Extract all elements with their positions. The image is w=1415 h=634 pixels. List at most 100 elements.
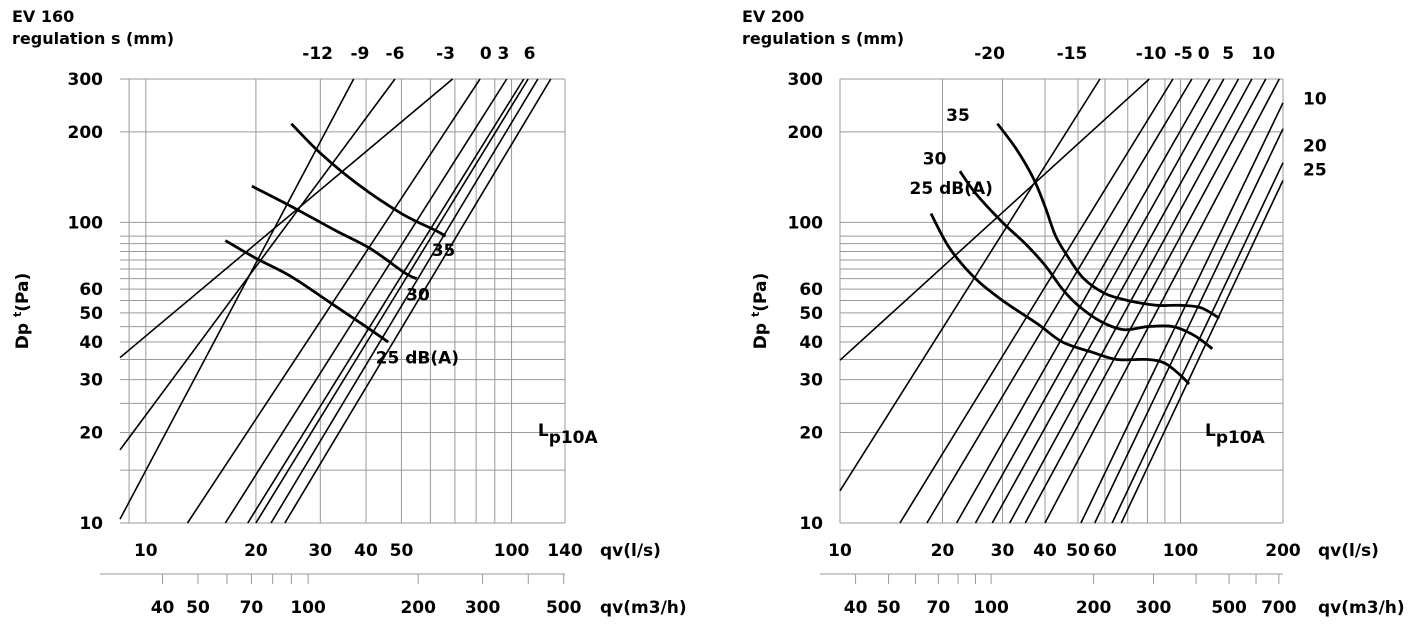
x2-tick-label: 300	[465, 598, 501, 618]
noise-curve-label: 25 dB(A)	[910, 179, 993, 199]
x2-tick-label: 200	[400, 598, 436, 618]
y-tick-label: 100	[788, 213, 824, 233]
y-axis-label-tail: (Pa)	[751, 273, 771, 312]
y-tick-label: 300	[68, 70, 104, 90]
regulation-label: -20	[974, 44, 1005, 64]
regulation-line	[1111, 162, 1284, 524]
secondary-axis: 40 50 70 100 200 300 500	[100, 573, 582, 618]
regulation-label: 6	[524, 44, 536, 64]
noise-curve	[224, 239, 390, 344]
y-tick-label: 60	[79, 280, 103, 300]
regulation-line	[224, 78, 508, 524]
x-tick-label: 60	[1093, 541, 1117, 561]
y-tick-label: 10	[79, 514, 103, 534]
y-tick-label: 30	[79, 371, 103, 391]
regulation-line	[955, 78, 1211, 524]
x2-axis-label: qv(m3/h)	[1318, 598, 1405, 618]
regulation-lines	[839, 78, 1284, 524]
x-axis-label: qv(l/s)	[600, 541, 661, 561]
noise-curves	[224, 122, 447, 344]
regulation-label: -3	[436, 44, 455, 64]
x-axis-label: qv(l/s)	[1318, 541, 1379, 561]
regulation-label: 10	[1251, 44, 1275, 64]
y-tick-label: 40	[79, 333, 103, 353]
y-axis-label-main: Dp	[13, 317, 33, 349]
x2-tick-label: 700	[1261, 598, 1297, 618]
x-tick-label: 30	[308, 541, 332, 561]
x-tick-label: 20	[244, 541, 268, 561]
chart-title: EV 200	[742, 7, 804, 26]
noise-curve-label: 35	[946, 106, 970, 126]
noise-curve-label: 35	[432, 241, 456, 261]
x-tick-label: 40	[354, 541, 378, 561]
regulation-line	[255, 78, 529, 524]
y-axis-label-sup: t	[11, 312, 24, 317]
x2-tick-label: 70	[926, 598, 950, 618]
x2-tick-label: 40	[844, 598, 868, 618]
y-axis-label-sup: t	[749, 312, 762, 317]
x2-tick-label: 100	[290, 598, 326, 618]
regulation-line	[974, 78, 1225, 524]
regulation-line	[1080, 102, 1284, 524]
regulation-label: -9	[350, 44, 369, 64]
regulation-label: 3	[497, 44, 509, 64]
regulation-line	[1044, 78, 1280, 524]
noise-curves	[929, 122, 1221, 385]
noise-curve-label: 30	[406, 286, 430, 306]
regulation-label: -12	[302, 44, 333, 64]
x-tick-label: 100	[494, 541, 530, 561]
y-tick-label: 300	[788, 70, 824, 90]
y-axis-label-main: Dp	[751, 317, 771, 349]
chart-title: EV 160	[12, 7, 74, 26]
x2-tick-label: 70	[240, 598, 264, 618]
regulation-line	[119, 78, 396, 451]
regulation-line	[991, 78, 1240, 524]
y-tick-label: 50	[799, 304, 823, 324]
regulation-line	[119, 78, 454, 359]
regulation-line	[1120, 180, 1284, 524]
y-axis-label-tail: (Pa)	[13, 273, 33, 312]
noise-curve	[929, 212, 1191, 385]
regulation-label: 0	[480, 44, 492, 64]
y-tick-label: 100	[68, 213, 104, 233]
x-tick-label: 140	[547, 541, 583, 561]
x-tick-label: 10	[134, 541, 158, 561]
chart-subtitle: regulation s (mm)	[742, 29, 904, 48]
y-tick-label: 50	[79, 304, 103, 324]
x2-tick-label: 500	[1211, 598, 1247, 618]
x2-tick-label: 200	[1076, 598, 1112, 618]
chart-subtitle: regulation s (mm)	[12, 29, 174, 48]
x2-tick-label: 100	[973, 598, 1009, 618]
x-tick-label: 50	[1066, 541, 1090, 561]
regulation-line	[839, 78, 1101, 492]
x-tick-label: 10	[828, 541, 852, 561]
x2-tick-label: 500	[546, 598, 582, 618]
regulation-label: 5	[1222, 44, 1234, 64]
grid	[120, 78, 566, 524]
regulation-line	[270, 78, 539, 524]
x2-tick-label: 300	[1136, 598, 1172, 618]
secondary-axis: 40 50 70 100 200 300 500 700	[820, 573, 1297, 618]
regulation-lines	[119, 78, 552, 524]
y-tick-label: 30	[799, 371, 823, 391]
noise-curve	[290, 122, 447, 238]
regulation-label-right: 25	[1303, 160, 1327, 180]
y-axis-label: Dp t(Pa)	[749, 273, 771, 349]
lp10a-sub: p10A	[549, 428, 599, 448]
x2-tick-label: 50	[186, 598, 210, 618]
regulation-line	[119, 78, 355, 520]
y-axis-label: Dp t(Pa)	[11, 273, 33, 349]
lp10a-label: Lp10A	[1205, 421, 1266, 448]
regulation-line	[1094, 128, 1284, 524]
y-tick-label: 40	[799, 333, 823, 353]
noise-curve	[958, 170, 1214, 350]
x-tick-label: 50	[390, 541, 414, 561]
y-tick-label: 10	[799, 514, 823, 534]
regulation-label: 0	[1198, 44, 1210, 64]
y-tick-label: 200	[788, 123, 824, 143]
x2-tick-label: 40	[151, 598, 175, 618]
